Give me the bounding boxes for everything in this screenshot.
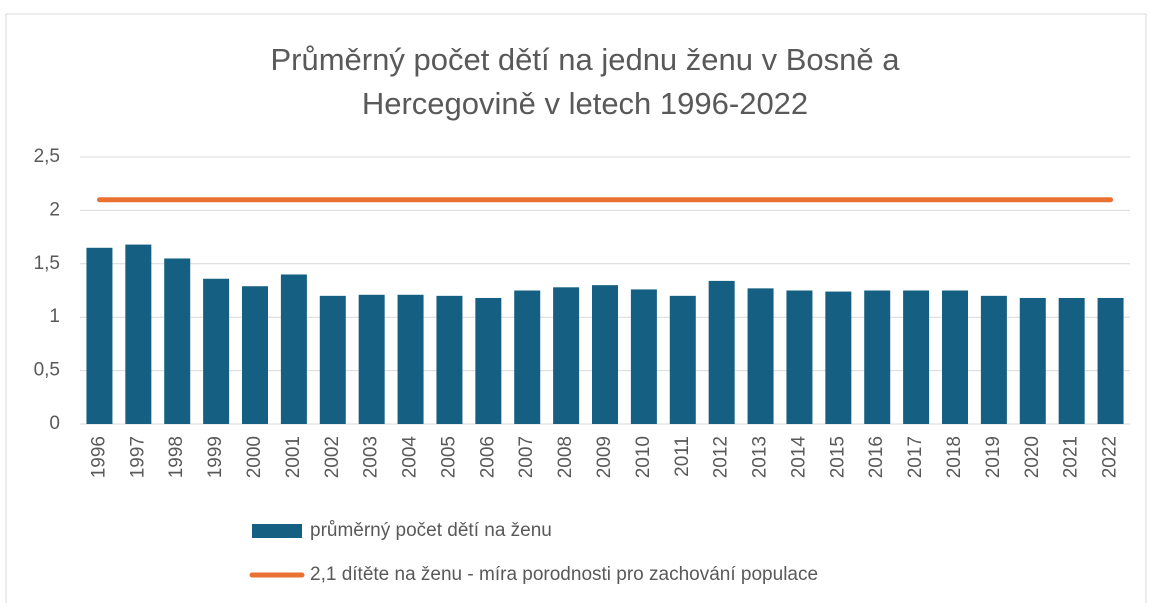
legend-swatch <box>252 524 302 538</box>
x-tick-label: 2014 <box>788 436 809 479</box>
x-tick-label: 2013 <box>750 436 771 478</box>
bar <box>125 244 152 424</box>
x-tick-label: 1998 <box>166 436 187 478</box>
y-tick-label: 2,5 <box>34 146 60 167</box>
bar <box>436 295 463 424</box>
x-tick-label: 2007 <box>516 436 537 478</box>
bar <box>786 290 813 424</box>
chart-border <box>5 13 1147 603</box>
legend-label: 2,1 dítěte na ženu - míra porodnosti pro… <box>310 564 818 585</box>
bar <box>203 278 230 424</box>
legend-label: průměrný počet dětí na ženu <box>310 520 552 541</box>
bar <box>475 297 502 424</box>
chart-title: Průměrný počet dětí na jednu ženu v Bosn… <box>270 42 900 121</box>
bar <box>747 288 774 424</box>
x-tick-label: 2009 <box>594 436 615 478</box>
x-tick-label: 2018 <box>944 436 965 478</box>
bar <box>942 290 968 424</box>
x-tick-label: 2004 <box>400 436 421 479</box>
x-tick-label: 2003 <box>361 436 382 478</box>
bar <box>1097 297 1124 424</box>
x-tick-label: 2006 <box>477 436 498 478</box>
x-tick-label: 2001 <box>283 436 304 478</box>
bar <box>1058 297 1085 424</box>
bar <box>1019 297 1046 424</box>
y-tick-label: 2 <box>49 199 60 220</box>
x-tick-label: 2015 <box>827 436 848 478</box>
bar <box>358 294 385 424</box>
x-tick-label: 2016 <box>866 436 887 478</box>
bar <box>864 290 891 424</box>
x-tick-label: 2017 <box>905 436 926 478</box>
bar <box>903 290 930 424</box>
x-tick-label: 2002 <box>322 436 343 478</box>
bar <box>319 295 346 424</box>
bar <box>630 289 657 424</box>
bar <box>164 258 191 424</box>
x-tick-label: 2022 <box>1100 436 1121 478</box>
bar <box>514 290 541 424</box>
bar <box>708 280 735 424</box>
y-tick-label: 1 <box>49 306 60 327</box>
x-tick-label: 2020 <box>1022 436 1043 478</box>
y-tick-label: 0 <box>49 413 60 434</box>
bar <box>592 285 618 424</box>
y-tick-label: 0,5 <box>34 360 60 381</box>
bar <box>397 294 424 424</box>
bar <box>669 295 696 424</box>
bar <box>980 295 1007 424</box>
x-tick-label: 2010 <box>633 436 654 478</box>
x-tick-label: 2005 <box>438 436 459 478</box>
x-tick-label: 2019 <box>983 436 1004 478</box>
bar <box>242 286 268 424</box>
y-tick-label: 1,5 <box>34 253 60 274</box>
bar <box>553 287 580 424</box>
x-tick-label: 2021 <box>1061 436 1082 478</box>
x-tick-label: 1999 <box>205 436 226 478</box>
bar <box>825 291 852 424</box>
bar <box>280 274 307 424</box>
x-tick-label: 1997 <box>127 436 148 478</box>
x-tick-label: 2008 <box>555 436 576 478</box>
bar <box>86 247 113 424</box>
x-tick-label: 2012 <box>711 436 732 478</box>
x-tick-label: 1996 <box>88 436 109 478</box>
x-tick-label: 2000 <box>244 436 265 478</box>
x-tick-label: 2011 <box>672 436 693 477</box>
